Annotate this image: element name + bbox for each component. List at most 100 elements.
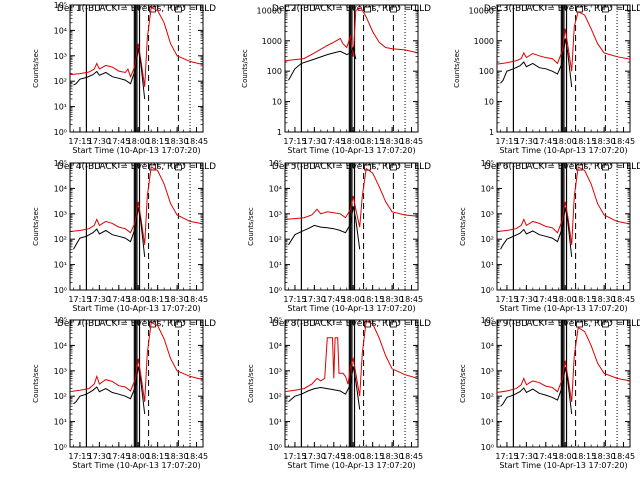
marker-box [174, 164, 182, 171]
x-tick-label: 18:30 [381, 295, 404, 304]
x-tick-label: 18:15 [361, 137, 384, 146]
x-tick-label: 18:45 [185, 137, 208, 146]
y-tick-label: 10⁰ [269, 443, 282, 452]
y-tick-label: 10000 [469, 6, 494, 15]
x-tick-label: 18:00 [342, 137, 365, 146]
y-tick-label: 10² [54, 77, 67, 86]
x-axis-label: Start Time (10-Apr-13 17:07:20) [72, 146, 200, 155]
y-tick-label: 10³ [269, 210, 282, 219]
x-tick-label: 17:45 [107, 295, 130, 304]
panel-det-9: Det 9(-BLACK = Events, RED = LLD 10⁰ 10¹ 10… [459, 316, 640, 470]
series-events [73, 48, 146, 100]
series-events [288, 45, 357, 81]
x-tick-label: 18:00 [554, 295, 577, 304]
y-tick-label: 10⁴ [54, 184, 67, 193]
x-tick-label: 18:00 [554, 137, 577, 146]
series-group [285, 320, 418, 410]
x-tick-label: 18:30 [381, 452, 404, 461]
y-axis-label: Counts/sec [453, 49, 461, 88]
y-tick-label: 10⁵ [269, 159, 282, 168]
x-tick-label: 18:30 [166, 295, 189, 304]
y-tick-label: 1000 [474, 37, 494, 46]
series-lld [497, 166, 630, 245]
x-axis-label: Start Time (10-Apr-13 17:07:20) [287, 304, 415, 313]
x-axis-label: Start Time (10-Apr-13 17:07:20) [287, 146, 415, 155]
y-tick-label: 10⁴ [269, 184, 282, 193]
y-tick-label: 10⁵ [269, 316, 282, 325]
y-tick-label: 10⁰ [481, 286, 494, 295]
x-axis-label: Start Time (10-Apr-13 17:07:20) [499, 304, 627, 313]
y-tick-label: 10⁰ [54, 128, 67, 137]
x-tick-label: 17:45 [534, 295, 557, 304]
event-lines [85, 5, 191, 132]
x-tick-label: 17:15 [283, 452, 306, 461]
marker-box [174, 6, 182, 13]
series-group [497, 10, 630, 88]
x-tick-label: 17:45 [107, 452, 130, 461]
y-tick-label: 10⁰ [54, 443, 67, 452]
series-lld [70, 6, 203, 87]
y-tick-label: 100 [267, 67, 282, 76]
event-lines [85, 320, 191, 447]
marker-box [389, 164, 397, 171]
series-events [500, 38, 573, 88]
panel-title: Det 6(-BLACK = Events, RED = LLD [484, 162, 640, 172]
x-axis-label: Start Time (10-Apr-13 17:07:20) [72, 304, 200, 313]
x-tick-label: 18:45 [612, 137, 635, 146]
y-tick-label: 10000 [257, 6, 282, 15]
series-lld [285, 320, 418, 397]
series-group [70, 6, 203, 100]
x-tick-label: 18:15 [573, 137, 596, 146]
y-tick-label: 10¹ [54, 103, 67, 112]
y-tick-label: 10² [54, 235, 67, 244]
y-tick-label: 10³ [481, 210, 494, 219]
series-group [70, 166, 203, 258]
series-group [70, 321, 203, 415]
y-tick-label: 10² [481, 235, 494, 244]
panel-det-8: Det 8(-BLACK = Events, RED = LLD10⁰10¹10… [247, 316, 431, 470]
x-tick-label: 18:30 [593, 452, 616, 461]
x-tick-label: 17:15 [68, 295, 91, 304]
x-tick-label: 18:00 [127, 452, 150, 461]
marker-box [576, 6, 583, 13]
y-tick-label: 10³ [269, 367, 282, 376]
series-events [288, 366, 361, 410]
series-group [285, 167, 418, 250]
x-tick-label: 17:30 [515, 452, 538, 461]
y-tick-label: 10⁴ [54, 341, 67, 350]
y-axis-label: Counts/sec [32, 207, 40, 246]
y-tick-label: 10⁰ [481, 443, 494, 452]
event-lines [300, 320, 406, 447]
series-events [73, 366, 146, 415]
x-tick-label: 18:15 [573, 452, 596, 461]
y-tick-label: 10⁴ [54, 26, 67, 35]
x-tick-label: 18:00 [127, 295, 150, 304]
x-tick-label: 18:45 [400, 137, 423, 146]
y-tick-label: 10⁴ [269, 341, 282, 350]
panel-det-5: Det 5(-BLACK = Events, RED = LLD10⁰10¹10… [247, 159, 431, 313]
x-tick-label: 17:15 [495, 295, 518, 304]
x-tick-label: 18:30 [593, 137, 616, 146]
x-tick-label: 17:45 [322, 137, 345, 146]
x-tick-label: 18:00 [342, 452, 365, 461]
marker-box [389, 321, 397, 328]
y-tick-label: 10³ [481, 367, 494, 376]
y-tick-label: 10⁵ [481, 159, 494, 168]
x-tick-label: 17:45 [107, 137, 130, 146]
x-tick-label: 18:30 [381, 137, 404, 146]
series-lld [497, 326, 630, 402]
x-tick-label: 17:45 [322, 452, 345, 461]
y-tick-label: 1000 [262, 37, 282, 46]
series-lld [497, 10, 630, 72]
marker-box [174, 321, 182, 328]
x-tick-label: 18:45 [185, 295, 208, 304]
x-tick-label: 17:15 [68, 137, 91, 146]
x-tick-label: 17:15 [495, 137, 518, 146]
y-tick-label: 10 [272, 98, 282, 107]
marker-box [601, 321, 609, 328]
x-tick-label: 18:45 [612, 295, 635, 304]
x-tick-label: 17:15 [283, 137, 306, 146]
x-tick-label: 18:45 [400, 452, 423, 461]
marker-box [576, 321, 583, 328]
y-tick-label: 10² [269, 235, 282, 244]
